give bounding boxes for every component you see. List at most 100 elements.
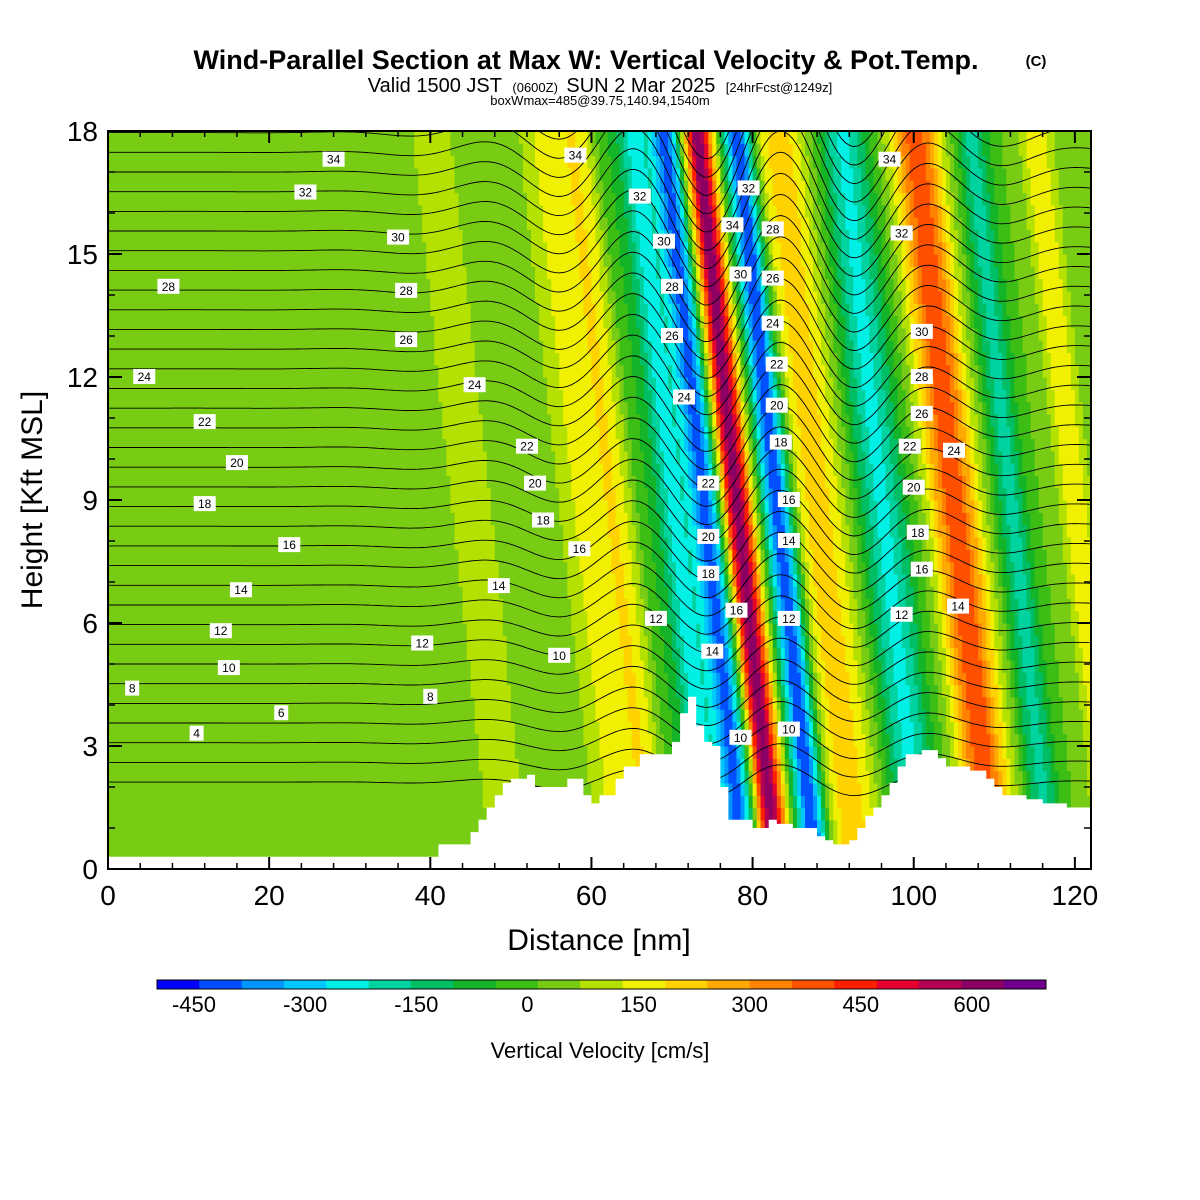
velocity-cell xyxy=(434,672,439,686)
velocity-cell xyxy=(386,426,391,440)
velocity-cell xyxy=(249,758,254,772)
velocity-cell xyxy=(361,487,367,501)
velocity-cell xyxy=(128,364,133,378)
velocity-cell xyxy=(124,340,129,353)
velocity-cell xyxy=(414,623,419,636)
velocity-cell xyxy=(357,438,363,452)
velocity-cell xyxy=(434,758,439,772)
velocity-cell xyxy=(116,512,121,526)
velocity-cell xyxy=(305,377,310,390)
velocity-cell xyxy=(337,254,343,267)
velocity-cell xyxy=(297,770,302,784)
velocity-cell xyxy=(422,746,427,759)
velocity-cell xyxy=(253,352,258,366)
velocity-cell xyxy=(293,770,298,784)
velocity-cell xyxy=(156,352,161,366)
velocity-cell xyxy=(414,770,419,784)
velocity-cell xyxy=(426,290,431,304)
velocity-cell xyxy=(245,352,250,366)
velocity-cell xyxy=(410,413,415,427)
velocity-cell xyxy=(160,327,165,341)
velocity-cell xyxy=(305,684,310,698)
velocity-cell xyxy=(273,524,278,538)
velocity-cell xyxy=(172,512,178,526)
velocity-cell xyxy=(382,696,387,710)
velocity-cell xyxy=(289,426,294,440)
velocity-cell xyxy=(321,684,327,698)
velocity-cell xyxy=(305,327,310,341)
velocity-cell xyxy=(277,770,282,784)
velocity-cell xyxy=(128,155,133,169)
velocity-cell xyxy=(357,573,363,587)
velocity-cell xyxy=(418,327,423,341)
velocity-cell xyxy=(422,598,427,612)
velocity-cell xyxy=(309,635,314,649)
velocity-cell xyxy=(184,266,190,280)
velocity-cell xyxy=(345,832,351,845)
velocity-cell xyxy=(353,241,359,255)
velocity-cell xyxy=(176,782,182,796)
velocity-cell xyxy=(216,795,222,809)
velocity-cell xyxy=(224,709,230,722)
velocity-cell xyxy=(329,475,335,489)
velocity-cell xyxy=(289,475,294,489)
velocity-cell xyxy=(216,819,222,833)
velocity-cell xyxy=(422,500,427,513)
velocity-cell xyxy=(285,217,290,230)
velocity-cell xyxy=(369,659,375,673)
velocity-cell xyxy=(337,364,343,378)
velocity-cell xyxy=(204,573,210,587)
velocity-cell xyxy=(281,229,286,243)
velocity-cell xyxy=(382,401,387,415)
velocity-cell xyxy=(353,536,359,550)
velocity-cell xyxy=(398,131,403,144)
velocity-cell xyxy=(309,352,314,366)
velocity-cell xyxy=(386,758,391,772)
velocity-cell xyxy=(132,512,137,526)
velocity-cell xyxy=(406,487,411,501)
velocity-cell xyxy=(160,475,165,489)
velocity-cell xyxy=(289,352,294,366)
velocity-cell xyxy=(269,450,274,464)
velocity-cell xyxy=(341,549,347,563)
velocity-cell xyxy=(200,463,206,476)
velocity-cell xyxy=(156,733,161,747)
velocity-cell xyxy=(361,733,367,747)
velocity-cell xyxy=(132,131,137,144)
velocity-cell xyxy=(269,647,274,661)
velocity-cell xyxy=(394,549,399,563)
velocity-cell xyxy=(430,659,435,673)
velocity-cell xyxy=(212,561,218,575)
velocity-cell xyxy=(196,819,202,833)
velocity-cell xyxy=(228,795,234,809)
velocity-cell xyxy=(394,524,399,538)
velocity-cell xyxy=(289,586,294,599)
velocity-cell xyxy=(152,647,157,661)
velocity-cell xyxy=(108,254,113,267)
velocity-cell xyxy=(112,377,117,390)
velocity-cell xyxy=(224,278,230,292)
velocity-cell xyxy=(144,573,149,587)
velocity-cell xyxy=(410,143,415,157)
velocity-cell xyxy=(172,586,178,599)
velocity-cell xyxy=(394,512,399,526)
velocity-cell xyxy=(192,475,198,489)
velocity-cell xyxy=(128,561,133,575)
velocity-cell xyxy=(240,229,246,243)
velocity-cell xyxy=(188,450,194,464)
velocity-cell xyxy=(422,573,427,587)
velocity-cell xyxy=(224,167,230,181)
velocity-cell xyxy=(293,610,298,624)
velocity-cell xyxy=(180,278,186,292)
velocity-cell xyxy=(382,684,387,698)
velocity-cell xyxy=(341,340,347,353)
velocity-cell xyxy=(140,131,145,144)
velocity-cell xyxy=(265,241,270,255)
velocity-cell xyxy=(273,475,278,489)
velocity-cell xyxy=(216,733,222,747)
velocity-cell xyxy=(200,536,206,550)
velocity-cell xyxy=(345,623,351,636)
velocity-cell xyxy=(172,672,178,686)
velocity-cell xyxy=(382,709,387,722)
velocity-cell xyxy=(418,290,423,304)
